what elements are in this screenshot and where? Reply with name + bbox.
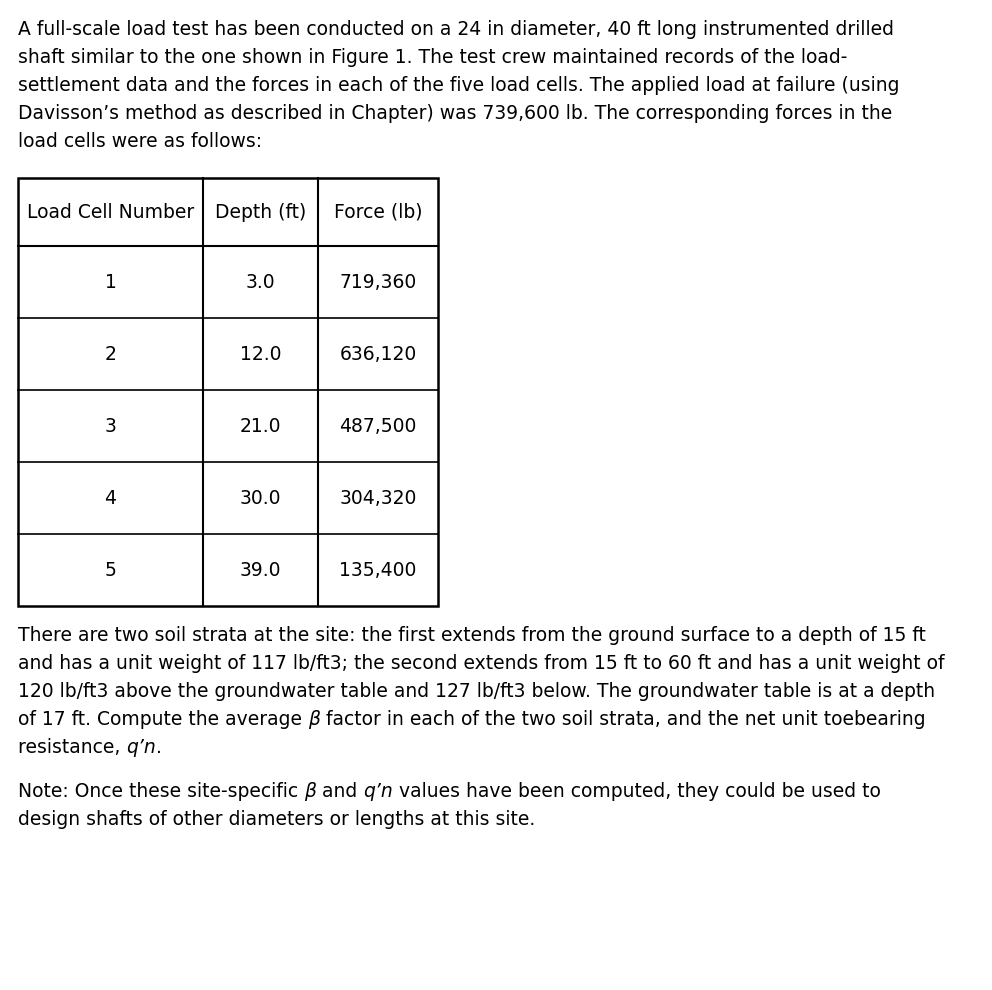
Text: Note: Once these site-specific: Note: Once these site-specific	[18, 782, 305, 801]
Text: values have been computed, they could be used to: values have been computed, they could be…	[393, 782, 881, 801]
Text: Davisson’s method as described in Chapter) was 739,600 lb. The corresponding for: Davisson’s method as described in Chapte…	[18, 104, 892, 123]
Text: 120 lb/ft3 above the groundwater table and 127 lb/ft3 below. The groundwater tab: 120 lb/ft3 above the groundwater table a…	[18, 682, 935, 701]
Text: 3.0: 3.0	[246, 272, 276, 291]
Text: Load Cell Number: Load Cell Number	[27, 203, 194, 222]
Text: resistance,: resistance,	[18, 738, 126, 757]
Text: 636,120: 636,120	[339, 345, 417, 363]
Text: shaft similar to the one shown in Figure 1. The test crew maintained records of : shaft similar to the one shown in Figure…	[18, 48, 847, 67]
Text: 1: 1	[104, 272, 116, 291]
Text: 4: 4	[104, 488, 116, 508]
Text: 3: 3	[104, 417, 116, 436]
Text: A full-scale load test has been conducted on a 24 in diameter, 40 ft long instru: A full-scale load test has been conducte…	[18, 20, 894, 39]
Text: and: and	[316, 782, 363, 801]
Text: β: β	[308, 710, 320, 729]
Text: 30.0: 30.0	[240, 488, 282, 508]
Text: There are two soil strata at the site: the first extends from the ground surface: There are two soil strata at the site: t…	[18, 626, 926, 645]
Text: and has a unit weight of 117 lb/ft3; the second extends from 15 ft to 60 ft and : and has a unit weight of 117 lb/ft3; the…	[18, 654, 944, 673]
Text: 39.0: 39.0	[240, 560, 282, 579]
Text: Depth (ft): Depth (ft)	[215, 203, 307, 222]
Text: q’n: q’n	[363, 782, 393, 801]
Text: 12.0: 12.0	[240, 345, 282, 363]
Text: 2: 2	[104, 345, 116, 363]
Text: 21.0: 21.0	[240, 417, 282, 436]
Text: .: .	[156, 738, 162, 757]
Text: factor in each of the two soil strata, and the net unit toebearing: factor in each of the two soil strata, a…	[320, 710, 926, 729]
Text: design shafts of other diameters or lengths at this site.: design shafts of other diameters or leng…	[18, 810, 536, 829]
Text: 135,400: 135,400	[339, 560, 417, 579]
Text: 304,320: 304,320	[339, 488, 417, 508]
Text: 5: 5	[104, 560, 116, 579]
Text: 719,360: 719,360	[339, 272, 417, 291]
Text: of 17 ft. Compute the average: of 17 ft. Compute the average	[18, 710, 308, 729]
Text: 487,500: 487,500	[339, 417, 417, 436]
Text: q’n: q’n	[126, 738, 156, 757]
Text: settlement data and the forces in each of the five load cells. The applied load : settlement data and the forces in each o…	[18, 76, 900, 95]
Text: β: β	[305, 782, 316, 801]
Text: Force (lb): Force (lb)	[333, 203, 423, 222]
Bar	[18, 178, 438, 606]
Text: load cells were as follows:: load cells were as follows:	[18, 132, 262, 151]
